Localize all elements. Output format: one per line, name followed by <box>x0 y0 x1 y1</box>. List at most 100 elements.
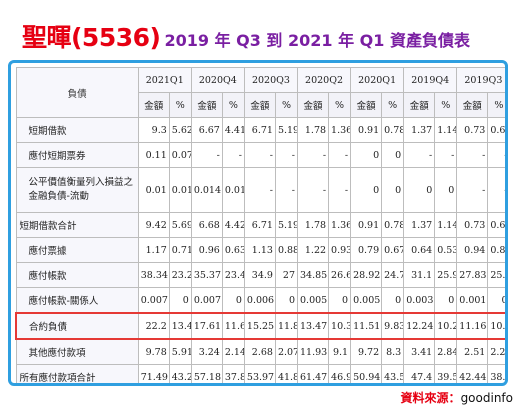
amount-cell: 0.003 <box>403 287 436 314</box>
row-label: 應付帳款-關係人 <box>15 287 139 314</box>
percent-cell: 5.19 <box>274 117 299 143</box>
amount-cell: 0.73 <box>456 117 489 143</box>
percent-cell: 11.6 <box>221 312 245 340</box>
percent-cell: 0.78 <box>381 117 405 143</box>
percent-cell: 2.28 <box>487 338 505 365</box>
row-label: 公平價值衡量列入損益之金融負債-流動 <box>15 167 139 213</box>
amount-cell: 35.37 <box>190 262 223 288</box>
row-label: 所有應付款項合計 <box>15 364 139 383</box>
amount-cell: 42.44 <box>456 364 489 383</box>
row-label: 應付帳款 <box>15 262 139 288</box>
amount-cell: 34.9 <box>243 262 276 288</box>
percent-cell: 26.6 <box>328 262 352 288</box>
amount-cell: 6.68 <box>190 212 223 238</box>
amount-cell: 3.24 <box>190 338 223 365</box>
percent-cell: 0.93 <box>328 237 352 263</box>
amount-cell: 0.11 <box>137 142 170 168</box>
amount-cell: 61.47 <box>296 364 330 383</box>
percent-cell: 46.9 <box>328 364 352 383</box>
amount-cell: 47.4 <box>403 364 436 383</box>
amount-cell: - <box>243 142 276 168</box>
amount-subheader: 金額 <box>137 92 170 118</box>
table-row: 短期借款 9.3 5.62 6.67 4.41 6.71 5.19 1.78 1.36 0.91 0… <box>15 117 505 143</box>
percent-cell: 25.2 <box>487 262 505 288</box>
amount-cell: 0.64 <box>403 237 436 263</box>
amount-subheader: 金額 <box>190 92 223 118</box>
percent-cell: 10.1 <box>487 312 505 340</box>
amount-cell: 2.68 <box>243 338 276 365</box>
percent-cell: - <box>487 142 505 168</box>
amount-subheader: 金額 <box>350 92 383 118</box>
percent-cell: 0 <box>434 287 458 314</box>
percent-cell: 11.8 <box>274 312 299 340</box>
percent-cell: 0 <box>487 287 505 314</box>
amount-cell: 53.97 <box>243 364 276 383</box>
amount-cell: 2.51 <box>456 338 489 365</box>
amount-cell: 9.42 <box>137 212 170 238</box>
amount-cell: - <box>243 167 276 213</box>
amount-cell: 27.83 <box>456 262 489 288</box>
amount-subheader: 金額 <box>243 92 276 118</box>
amount-cell: 0.79 <box>350 237 383 263</box>
period-header-row: 負債 2021Q1 2020Q4 2020Q3 2020Q2 2020Q1 2019Q4 2… <box>15 67 505 118</box>
amount-cell: - <box>296 142 330 168</box>
amount-cell: 1.22 <box>296 237 330 263</box>
percent-cell: 9.1 <box>328 338 352 365</box>
row-label: 合約負債 <box>14 312 139 340</box>
percent-cell: 0 <box>381 287 405 314</box>
amount-cell: 15.25 <box>243 312 276 340</box>
amount-cell: 1.37 <box>403 117 436 143</box>
amount-cell: 6.71 <box>243 212 276 238</box>
source-value: goodinfo <box>460 391 513 405</box>
table-row: 其他應付款項 9.78 5.91 3.24 2.14 2.68 2.07 11.93 9.1 9.… <box>15 338 505 365</box>
amount-cell: 0.94 <box>456 237 489 263</box>
data-source: 資料來源：goodinfo <box>401 389 513 406</box>
table-row: 應付短期票券 0.11 0.07- - - - - -0 0- - - - <box>15 142 505 168</box>
amount-cell: 31.1 <box>403 262 436 288</box>
amount-cell: 0.73 <box>456 212 489 238</box>
amount-cell: 0.006 <box>243 287 276 314</box>
percent-cell: 9.83 <box>381 312 405 340</box>
percent-cell: 0.53 <box>434 237 458 263</box>
amount-cell: 0.007 <box>190 287 223 314</box>
table-row: 短期借款合計 9.42 5.69 6.68 4.42 6.71 5.19 1.78 1.36 0.… <box>15 212 505 238</box>
table-row: 所有應付款項合計 71.49 43.2 57.18 37.8 53.97 41.8 61.47… <box>15 364 505 383</box>
period-header: 2021Q1 <box>137 67 192 93</box>
row-label: 其他應付款項 <box>15 338 139 365</box>
percent-cell: 0 <box>434 167 458 213</box>
page-title: 聖暉(5536) 2019 年 Q3 到 2021 年 Q1 資產負債表 <box>22 18 470 58</box>
percent-cell: 0.01 <box>168 167 192 213</box>
percent-cell: 0 <box>381 167 405 213</box>
percent-subheader: % <box>168 92 192 118</box>
period-header: 2020Q4 <box>190 67 245 93</box>
percent-cell: 10.3 <box>328 312 352 340</box>
percent-cell: 8.3 <box>381 338 405 365</box>
amount-cell: 11.51 <box>350 312 383 340</box>
amount-cell: 0.005 <box>350 287 383 314</box>
amount-cell: 0 <box>350 142 383 168</box>
percent-subheader: % <box>434 92 458 118</box>
percent-cell: 2.07 <box>274 338 299 365</box>
amount-cell: 0.01 <box>137 167 170 213</box>
balance-sheet-table: 負債 2021Q1 2020Q4 2020Q3 2020Q2 2020Q1 2019Q4 2… <box>14 67 505 383</box>
percent-cell: 5.19 <box>274 212 299 238</box>
percent-cell: 1.14 <box>434 212 458 238</box>
report-subtitle: 2019 年 Q3 到 2021 年 Q1 資產負債表 <box>164 31 470 50</box>
amount-subheader: 金額 <box>403 92 436 118</box>
amount-cell: 28.92 <box>350 262 383 288</box>
amount-cell: 9.72 <box>350 338 383 365</box>
amount-cell: 11.16 <box>456 312 489 340</box>
percent-cell: 37.8 <box>221 364 245 383</box>
percent-cell: 5.69 <box>168 212 192 238</box>
percent-subheader: % <box>381 92 405 118</box>
percent-cell: 0 <box>274 287 299 314</box>
percent-cell: 1.36 <box>328 212 352 238</box>
amount-cell: 0.91 <box>350 212 383 238</box>
amount-cell: - <box>296 167 330 213</box>
amount-subheader: 金額 <box>296 92 330 118</box>
amount-cell: 11.93 <box>296 338 330 365</box>
percent-cell: 2.84 <box>434 338 458 365</box>
amount-cell: 6.71 <box>243 117 276 143</box>
amount-cell: 0.96 <box>190 237 223 263</box>
period-header: 2020Q3 <box>243 67 299 93</box>
